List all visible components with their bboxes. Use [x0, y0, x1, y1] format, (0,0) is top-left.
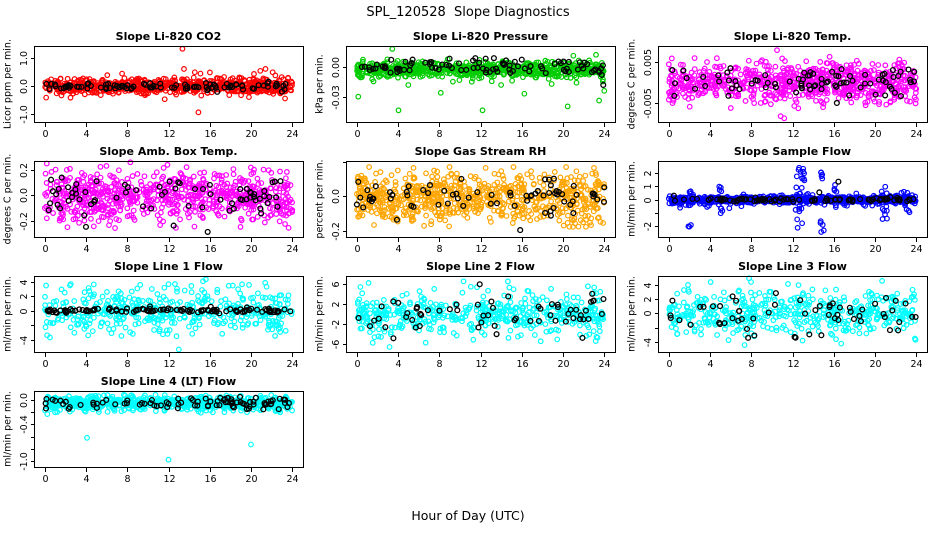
panel-slope-gas-stream-rh: Slope Gas Stream RH percent per min.	[312, 145, 624, 260]
scatter-plot-li820-pressure	[312, 30, 624, 145]
scatter-plot-gas-stream-rh	[312, 145, 624, 260]
panel-slope-sample-flow: Slope Sample Flow ml/min per min.	[624, 145, 936, 260]
panel-title: Slope Line 3 Flow	[738, 260, 847, 273]
y-axis-label: ml/min per min.	[314, 276, 326, 352]
y-axis-label: ml/min per min.	[626, 161, 638, 237]
y-axis-label: percent per min.	[314, 159, 326, 239]
panel-slope-line2-flow: Slope Line 2 Flow ml/min per min.	[312, 260, 624, 375]
y-axis-label: Licor ppm per min.	[2, 39, 14, 129]
panel-title: Slope Li-820 Temp.	[733, 30, 852, 43]
x-axis-shared-label: Hour of Day (UTC)	[411, 508, 525, 523]
y-axis-label: ml/min per min.	[626, 276, 638, 352]
panel-title: Slope Line 4 (LT) Flow	[100, 375, 237, 388]
figure-title: SPL_120528 Slope Diagnostics	[366, 5, 570, 20]
panel-title: Slope Line 1 Flow	[114, 260, 223, 273]
y-axis-label: degrees C per min.	[626, 38, 638, 130]
scatter-plot-line1-flow	[0, 260, 312, 375]
panel-title: Slope Li-820 Pressure	[412, 30, 549, 43]
panel-slope-amb-box-temp: Slope Amb. Box Temp. degrees C per min.	[0, 145, 312, 260]
panel-title: Slope Amb. Box Temp.	[99, 145, 238, 158]
y-axis-label: ml/min per min.	[2, 391, 14, 467]
panel-title: Slope Sample Flow	[733, 145, 852, 158]
y-axis-label: degrees C per min.	[2, 153, 14, 245]
panel-slope-li820-pressure: Slope Li-820 Pressure kPa per min.	[312, 30, 624, 145]
scatter-plot-line4-lt-flow	[0, 375, 312, 490]
panel-title: Slope Li-820 CO2	[115, 30, 222, 43]
y-axis-label: ml/min per min.	[2, 276, 14, 352]
scatter-plot-sample-flow	[624, 145, 936, 260]
panel-slope-li820-temp: Slope Li-820 Temp. degrees C per min.	[624, 30, 936, 145]
panel-title: Slope Gas Stream RH	[414, 145, 547, 158]
panel-slope-li820-co2: Slope Li-820 CO2 Licor ppm per min.	[0, 30, 312, 145]
scatter-plot-line2-flow	[312, 260, 624, 375]
scatter-plot-li820-temp	[624, 30, 936, 145]
panel-slope-line3-flow: Slope Line 3 Flow ml/min per min.	[624, 260, 936, 375]
scatter-plot-line3-flow	[624, 260, 936, 375]
y-axis-label: kPa per min.	[314, 54, 326, 114]
panel-title: Slope Line 2 Flow	[426, 260, 535, 273]
panel-slope-line1-flow: Slope Line 1 Flow ml/min per min.	[0, 260, 312, 375]
scatter-plot-li820-co2	[0, 30, 312, 145]
scatter-plot-amb-box-temp	[0, 145, 312, 260]
panel-slope-line4-lt-flow: Slope Line 4 (LT) Flow ml/min per min.	[0, 375, 312, 490]
